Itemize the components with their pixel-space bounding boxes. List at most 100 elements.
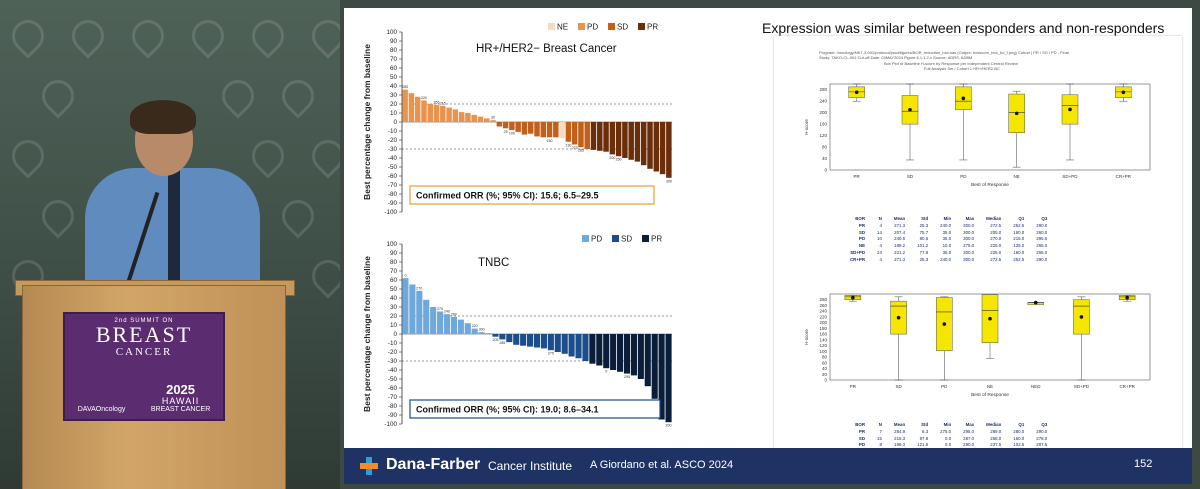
table-cell: 15 — [877, 435, 882, 441]
podium-location: HAWAII — [161, 396, 200, 406]
y-tick-label: 70 — [390, 56, 398, 63]
bar — [446, 107, 452, 122]
mean-marker — [1014, 111, 1019, 116]
y-tick-label: 280 — [819, 297, 827, 302]
table-row: PR 7 284.9 6.3 275.0 295.0 289.0 280.0 290.0 — [844, 429, 1053, 436]
bar — [443, 314, 451, 334]
table-cell: 75.7 — [919, 229, 929, 235]
bar — [571, 122, 578, 145]
table-cell: 4 — [879, 256, 882, 262]
table-cell: PD — [858, 442, 866, 448]
bar — [520, 334, 527, 346]
table-cell: 10.0 — [942, 243, 952, 249]
bar — [561, 334, 568, 354]
y-axis-label: Best percentage change from baseline — [362, 44, 372, 200]
y-tick-label: 20 — [390, 313, 398, 320]
mean-marker — [1079, 315, 1084, 319]
bar — [609, 122, 616, 155]
legend-label: PD — [587, 23, 598, 32]
y-tick-label: 220 — [819, 314, 827, 319]
footer-citation: A Giordano et al. ASCO 2024 — [590, 459, 734, 471]
bar — [634, 122, 641, 162]
table-cell: 284.9 — [894, 428, 906, 434]
bar-label: 130 — [565, 143, 571, 147]
y-tick-label: 20 — [390, 101, 398, 108]
wall-logo-icon — [125, 13, 171, 59]
table-cell: 4 — [879, 243, 882, 249]
legend-label: PR — [651, 235, 662, 244]
legend-swatch — [582, 235, 589, 242]
legend-swatch — [548, 23, 555, 30]
mean-marker — [1033, 300, 1038, 305]
table-cell: 300.0 — [963, 229, 975, 235]
y-tick-label: -100 — [384, 421, 397, 428]
column-header: BOR — [855, 422, 866, 427]
bar — [641, 122, 647, 166]
bar — [408, 93, 415, 122]
y-tick-label: -60 — [388, 173, 398, 180]
table-cell: 189.2 — [894, 243, 906, 249]
y-tick-label: 80 — [390, 259, 398, 266]
wall-logo-icon — [5, 13, 51, 59]
table-row: SD+PD 24 221.2 77.8 35.0 300.0 225.0 160.0 265.0 — [844, 250, 1053, 257]
table-cell: 275.0 — [940, 428, 952, 434]
column-header: Q3 — [1041, 422, 1048, 427]
y-tick-label: 40 — [822, 156, 828, 161]
column-header: Q3 — [1041, 216, 1048, 221]
table-cell: 295.0 — [963, 428, 975, 434]
podium-line2: BREAST — [95, 322, 193, 347]
table-cell: 278.0 — [1036, 435, 1048, 441]
bar-label: 300 — [479, 328, 485, 332]
podium-year: 2025 — [166, 382, 196, 397]
bar — [597, 122, 603, 151]
bar — [458, 112, 465, 122]
y-tick-label: 100 — [386, 241, 397, 248]
table-cell: 102.5 — [1013, 442, 1025, 448]
y-tick-label: 0 — [824, 378, 827, 383]
table-cell: 14 — [877, 229, 882, 235]
y-tick-label: -90 — [388, 200, 398, 207]
mean-marker — [1125, 295, 1129, 300]
column-header: Q1 — [1018, 422, 1025, 427]
bar — [553, 122, 559, 138]
bar — [568, 334, 575, 357]
table-cell: 25.3 — [919, 256, 929, 262]
bar-label: 275 — [437, 307, 443, 311]
legend-label: SD — [621, 235, 632, 244]
table-cell: 275.0 — [963, 243, 975, 249]
y-tick-label: -20 — [388, 349, 398, 356]
bar — [665, 334, 672, 423]
mean-marker — [851, 295, 855, 300]
y-tick-label: 50 — [390, 286, 398, 293]
column-header: Min — [943, 422, 952, 427]
bar — [644, 334, 651, 387]
table-cell: 290.0 — [1036, 222, 1048, 228]
table-cell: PR — [858, 428, 866, 434]
table-cell: 252.5 — [1013, 256, 1025, 262]
y-tick-label: -30 — [388, 358, 398, 365]
bar — [565, 122, 572, 142]
table-cell: 77.8 — [919, 249, 929, 255]
y-tick-label: 50 — [390, 74, 398, 81]
table-cell: 290.0 — [1036, 428, 1048, 434]
x-tick-label: PD — [941, 384, 948, 389]
bar — [659, 122, 666, 175]
x-tick-label: SD+PD — [1074, 384, 1090, 389]
y-tick-label: -60 — [388, 385, 398, 392]
bar-label: 250 — [616, 158, 622, 162]
table-cell: 252.5 — [1013, 222, 1025, 228]
bar — [457, 319, 464, 334]
y-tick-label: 0 — [393, 119, 397, 126]
table-cell: 80.5 — [919, 236, 929, 242]
table-cell: SD — [858, 229, 866, 235]
table-cell: 199.3 — [894, 442, 906, 448]
table-cell: 24 — [877, 249, 882, 255]
bar — [596, 334, 603, 366]
column-header: Min — [943, 216, 952, 221]
table-cell: SD — [858, 435, 866, 441]
bar — [615, 122, 622, 157]
orr-label: Confirmed ORR (%; 95% CI): 15.6; 6.5–29.… — [416, 191, 599, 201]
x-tick-label: NE — [987, 384, 993, 389]
wall-logo-icon — [5, 133, 51, 179]
